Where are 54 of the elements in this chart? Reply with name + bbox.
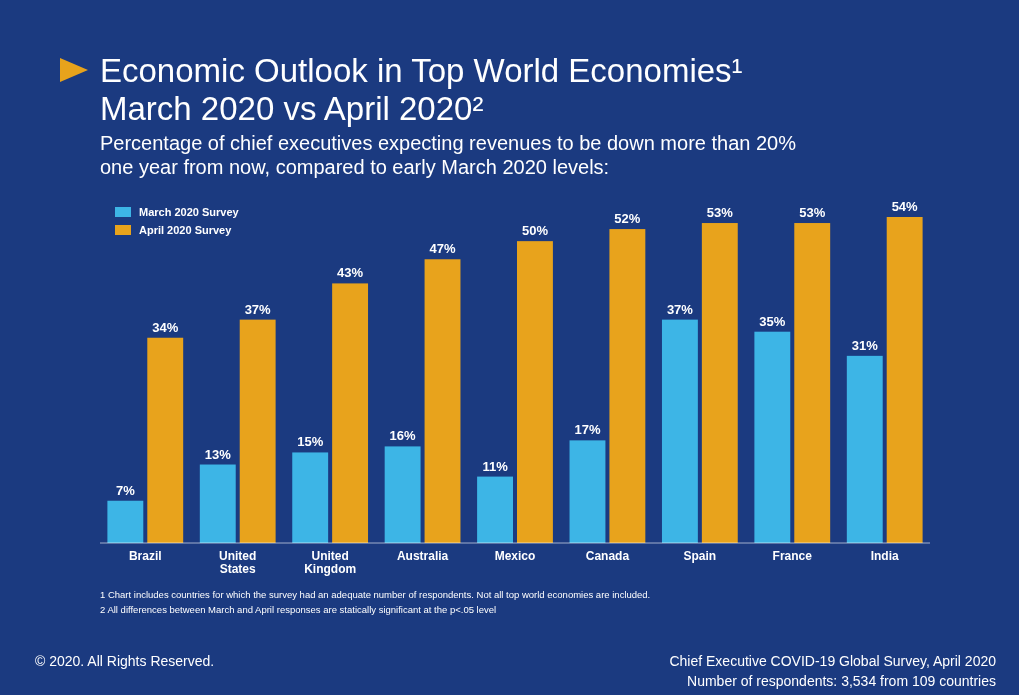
chart-subtitle: Percentage of chief executives expecting revenues to be down more than 20% one year from now, compared to early March 2020 levels: xyxy=(100,132,797,178)
data-label: 13% xyxy=(204,446,232,462)
bar xyxy=(517,241,553,543)
bar xyxy=(384,446,421,543)
bar xyxy=(147,337,184,543)
text: Chief Executive COVID-19 Global Survey, April 2020 xyxy=(669,653,997,669)
data-label: 50% xyxy=(521,223,549,239)
x-tick-label: United Kingdom xyxy=(304,549,357,576)
chart-title: Economic Outlook in Top World Economies¹ March 2020 vs April 2020² xyxy=(100,52,743,127)
x-tick-label: Australia xyxy=(396,549,449,563)
text: Number of respondents: 3,534 from 109 countries xyxy=(687,673,996,689)
data-label: 43% xyxy=(337,265,364,281)
data-label: 53% xyxy=(799,205,826,221)
bar xyxy=(292,452,329,543)
data-label: 31% xyxy=(851,337,879,353)
legend-label: April 2020 Survey xyxy=(139,224,233,236)
data-label: 47% xyxy=(429,241,456,257)
bar xyxy=(754,331,791,543)
bar xyxy=(107,500,144,543)
bar xyxy=(846,355,883,543)
text: © 2020. All Rights Reserved. xyxy=(35,653,215,669)
bar xyxy=(794,223,831,543)
bar xyxy=(477,476,513,543)
data-label: 35% xyxy=(759,313,786,329)
text: 2 All differences between March and April responses are statically significant at the p<.05 level xyxy=(100,604,497,615)
data-label: 37% xyxy=(666,301,694,317)
x-tick-label: United States xyxy=(219,549,257,576)
x-tick-label: Canada xyxy=(585,549,630,563)
bar xyxy=(424,259,461,543)
data-label: 52% xyxy=(614,211,641,227)
x-tick-label: Spain xyxy=(683,549,717,563)
bar xyxy=(609,229,646,543)
x-tick-label: Brazil xyxy=(128,549,162,563)
data-label: 16% xyxy=(389,428,417,444)
data-label: 15% xyxy=(297,434,324,450)
data-label: 37% xyxy=(244,301,272,317)
data-label: 54% xyxy=(891,199,919,214)
bar xyxy=(569,440,606,543)
legend-label: March 2020 Survey xyxy=(139,206,240,218)
bar xyxy=(199,464,236,543)
data-label: 11% xyxy=(482,458,509,474)
bar xyxy=(332,283,369,543)
bar xyxy=(239,319,276,543)
x-tick-label: France xyxy=(772,549,813,563)
data-label: 34% xyxy=(152,319,179,335)
data-label: 17% xyxy=(574,422,601,438)
data-label: 7% xyxy=(115,482,136,498)
text: 1 Chart includes countries for which the survey had an adequate number of respondents. Not all top world economies are included. xyxy=(100,589,651,600)
bar xyxy=(886,217,923,543)
bar xyxy=(701,223,738,543)
data-label: 53% xyxy=(706,205,734,221)
x-tick-label: India xyxy=(870,549,900,563)
x-tick-label: Mexico xyxy=(494,549,536,563)
bar xyxy=(661,319,698,543)
